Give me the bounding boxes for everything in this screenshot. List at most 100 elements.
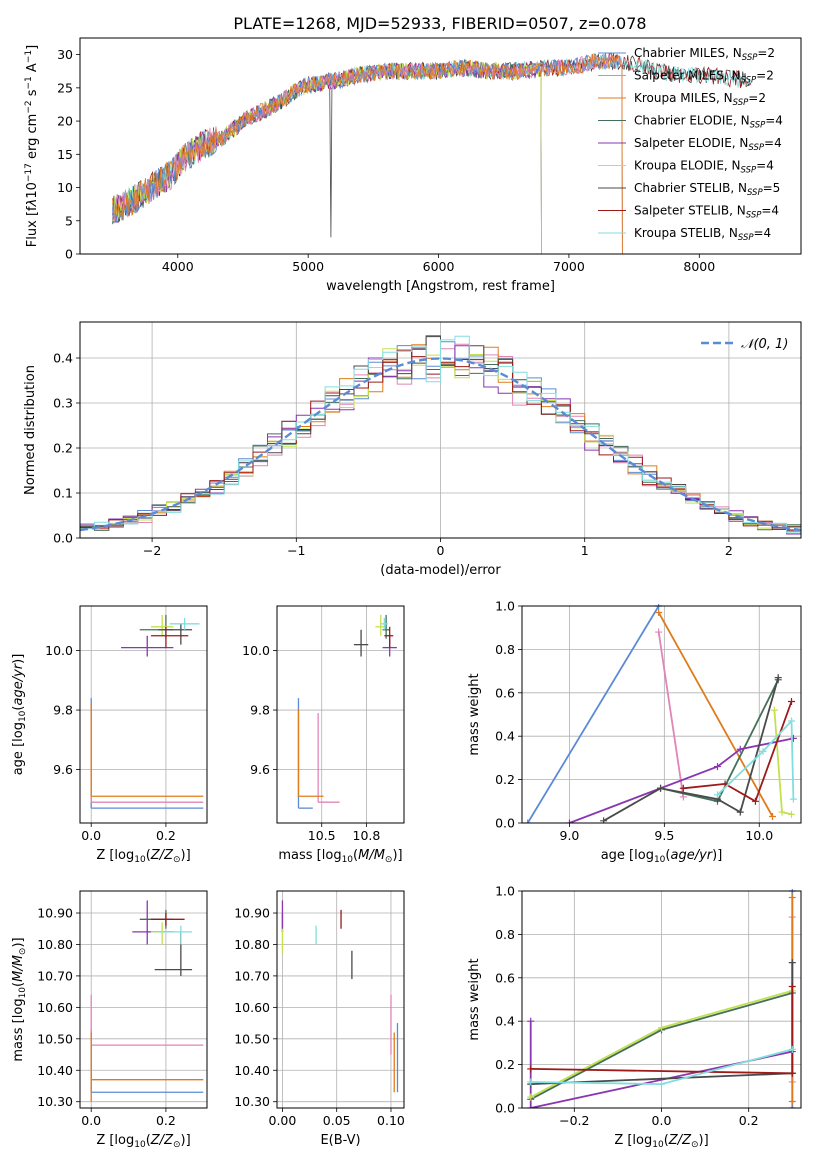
marker-kroupa-miles	[655, 609, 663, 617]
x-axis-label: E(B-V)	[320, 1133, 360, 1148]
tick-label-x: 0.0	[652, 1113, 672, 1128]
marker-chabrier-miles	[788, 1104, 796, 1108]
tick-label-x: −2	[143, 543, 161, 558]
tick-label-x: 6000	[423, 259, 455, 274]
tick-label-x: 5000	[292, 259, 324, 274]
marker-kroupa-stelib	[658, 1080, 665, 1088]
legend-label: Kroupa STELIB, NSSP=4	[634, 226, 771, 243]
tick-label-x: 8000	[683, 259, 715, 274]
tick-label-y: 30	[57, 47, 73, 62]
tick-label-x: 0.0	[81, 828, 101, 843]
tick-label-x: 10.5	[308, 828, 336, 843]
tick-label-x: 4000	[162, 259, 194, 274]
tick-label-x: 1	[581, 543, 589, 558]
points	[281, 900, 399, 1093]
tick-label-y: 10.60	[234, 1000, 270, 1015]
x-axis-label: age [log10(age/yr)]	[601, 848, 723, 865]
tick-label-y: 0.8	[495, 927, 515, 942]
tick-label-y: 9.6	[250, 762, 270, 777]
tick-label-x: −0.2	[559, 1113, 589, 1128]
tick-label-y: 9.8	[53, 703, 73, 718]
legend-label: 𝒩(0, 1)	[741, 337, 788, 352]
axes-residuals: −2 −1 0 1 2 0.0 0.1 0.2 0.3 0.4 (data-model)/error…	[23, 321, 802, 578]
tick-label-y: 10.50	[37, 1031, 73, 1046]
marker-kroupa-elodie	[658, 1024, 665, 1032]
tick-label-y: 10.80	[37, 937, 73, 952]
tick-label-y: 9.8	[250, 703, 270, 718]
y-axis-label: age [log10(age/yr)]	[11, 654, 28, 776]
axes-massweight_vs_Z: −0.2 0.0 0.2 0.0 0.2 0.4 0.6 0.8 1.0 Z [log10(Z/Z…	[467, 884, 802, 1150]
legend-label: Chabrier ELODIE, NSSP=4	[634, 114, 783, 131]
tick-label-y: 25	[57, 80, 73, 95]
tick-label-y: 10.30	[234, 1094, 270, 1109]
line-kroupa-miles	[657, 612, 774, 817]
marker-salpeter-stelib	[527, 1065, 535, 1073]
tick-label-y: 0.0	[53, 531, 73, 546]
axes-spectrum: 4000 5000 6000 7000 8000 0 5 10 15 20 25 30 waveleng…	[24, 37, 802, 294]
x-axis-label: Z [log10(Z/Z⊙)]	[96, 848, 190, 865]
marker-chabrier-stelib	[736, 808, 744, 816]
tick-label-y: 10.80	[234, 937, 270, 952]
tick-label-x: 0	[437, 543, 445, 558]
spectrum-line-kroupa-miles	[112, 53, 623, 255]
marker-kroupa-elodie	[527, 1093, 535, 1101]
marker-chabrier-stelib	[600, 817, 608, 823]
marker-salpeter-stelib	[788, 982, 796, 990]
x-axis-label: Z [log10(Z/Z⊙)]	[614, 1133, 708, 1150]
axes-age_vs_mass: 10.5 10.8 9.6 9.8 10.0 mass [log10(M/M⊙)]	[242, 605, 405, 865]
marker-kroupa-stelib	[759, 747, 767, 755]
axes-frame	[79, 321, 802, 539]
spectrum-line-chabrier-elodie	[112, 58, 542, 255]
legend-label: Salpeter MILES, NSSP=2	[634, 69, 774, 86]
axes-frame	[276, 605, 405, 824]
gaussian-curve	[79, 357, 802, 532]
marker-salpeter-elodie	[565, 819, 573, 823]
tick-label-y: 10.60	[37, 1000, 73, 1015]
marker-chabrier-stelib	[657, 784, 665, 792]
marker-chabrier-miles	[524, 819, 532, 823]
marker-salpeter-stelib	[751, 797, 759, 805]
axes-massweight_vs_age: 9.0 9.5 10.0 0.0 0.2 0.4 0.6 0.8 1.0 age [log10(a…	[467, 599, 802, 865]
line-chabrier-miles	[526, 605, 660, 823]
axes-mass_vs_ebv: 0.00 0.05 0.10 10.30 10.40 10.50 10.60 10.70 10.…	[234, 890, 405, 1148]
tick-label-y: 10.0	[242, 643, 270, 658]
tick-label-y: 0.3	[53, 396, 73, 411]
marker-salpeter-elodie	[736, 745, 744, 753]
tick-label-y: 10.90	[234, 906, 270, 921]
marker-kroupa-stelib	[713, 791, 721, 799]
marker-kroupa-elodie	[788, 810, 796, 818]
series	[527, 889, 796, 1108]
marker-kroupa-stelib	[789, 795, 797, 803]
marker-salpeter-elodie	[527, 1104, 535, 1108]
tick-label-x: 2	[725, 543, 733, 558]
axes-frame	[521, 890, 802, 1109]
tick-label-y: 0.4	[53, 351, 73, 366]
y-axis-label: mass weight	[467, 673, 482, 755]
x-axis-label: mass [log10(M/M⊙)]	[278, 848, 402, 865]
marker-chabrier-stelib	[774, 674, 782, 682]
tick-label-y: 0	[65, 247, 73, 262]
tick-label-y: 10.90	[37, 906, 73, 921]
tick-label-y: 10.70	[234, 968, 270, 983]
tick-label-x: −1	[287, 543, 305, 558]
axes-frame	[276, 890, 405, 1109]
spectrum-line-chabrier-miles	[112, 53, 623, 255]
line-salpeter-miles	[657, 631, 685, 798]
axes-frame	[79, 605, 208, 824]
marker-kroupa-miles	[769, 812, 777, 820]
tick-label-x: 0.05	[323, 1113, 351, 1128]
x-axis-label: (data-model)/error	[380, 563, 501, 578]
tick-label-y: 10.30	[37, 1094, 73, 1109]
tick-label-y: 0.0	[495, 1101, 515, 1116]
tick-label-x: 0.2	[739, 1113, 759, 1128]
marker-salpeter-elodie	[527, 1017, 535, 1025]
marker-salpeter-stelib	[788, 1069, 796, 1077]
marker-kroupa-stelib	[527, 1078, 535, 1086]
axes-frame	[79, 890, 208, 1109]
tick-label-y: 9.6	[53, 762, 73, 777]
tick-label-y: 10.40	[234, 1063, 270, 1078]
marker-kroupa-elodie	[770, 706, 778, 714]
line-kroupa-stelib	[716, 718, 795, 800]
legend-label: Kroupa MILES, NSSP=2	[634, 91, 766, 108]
series	[524, 604, 797, 823]
